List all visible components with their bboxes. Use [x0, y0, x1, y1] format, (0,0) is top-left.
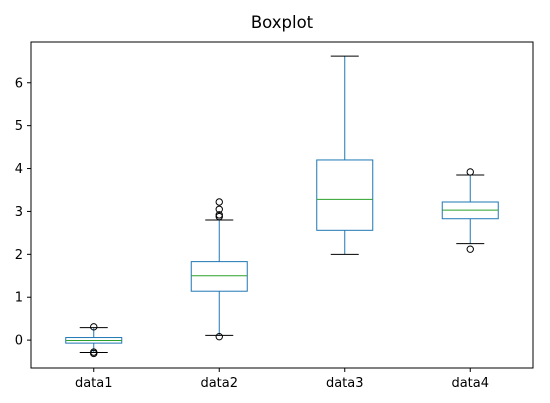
- flier-point: [466, 245, 474, 253]
- flier-point: [215, 211, 223, 219]
- x-tick-label: data4: [451, 376, 489, 391]
- chart-title: Boxplot: [251, 13, 314, 32]
- flier-point: [90, 349, 98, 358]
- y-tick-label: 3: [15, 205, 23, 220]
- box-data3: [316, 159, 374, 231]
- axes-frame: [30, 41, 534, 369]
- flier-point: [215, 332, 223, 341]
- flier-point: [466, 168, 474, 176]
- x-tick-label: data2: [200, 376, 238, 391]
- box-data2: [190, 261, 248, 292]
- y-tick-label: 5: [15, 119, 23, 134]
- y-tick-label: 1: [15, 291, 23, 306]
- flier-point: [215, 198, 223, 206]
- flier-point: [90, 323, 98, 331]
- y-tick-label: 6: [15, 76, 23, 91]
- plot-area: 0 1 2 3 4 5 6 data1 data2 data3 data4: [15, 41, 534, 391]
- x-tick-label: data1: [75, 376, 113, 391]
- y-tick-label: 2: [15, 248, 23, 263]
- x-tick-label: data3: [326, 376, 364, 391]
- y-tick-label: 4: [15, 162, 23, 177]
- flier-point: [215, 205, 223, 213]
- y-tick-label: 0: [15, 334, 23, 349]
